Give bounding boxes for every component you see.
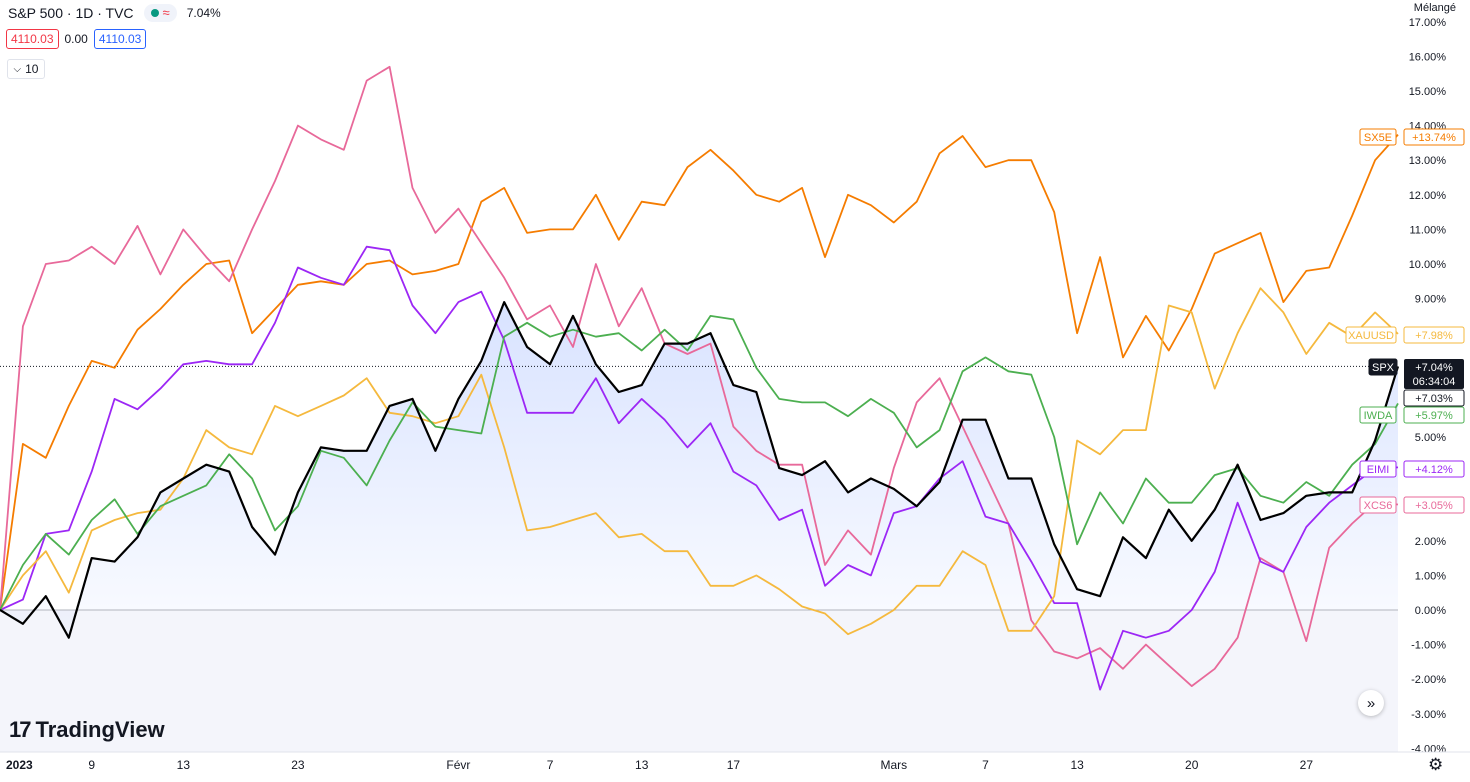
tradingview-logo[interactable]: 17 TradingView — [9, 717, 165, 743]
x-tick-label: 27 — [1300, 758, 1314, 772]
series-value-tag-iwda-text: +5.97% — [1415, 410, 1453, 422]
below-zero-shade — [0, 610, 1398, 752]
series-value-tag-xcs6: +3.05% — [1403, 496, 1465, 514]
indicator-period-button[interactable]: ⌵ 10 — [7, 59, 45, 79]
spx-countdown-text: 06:34:04 — [1413, 376, 1456, 388]
series-name-tag-iwda-text: IWDA — [1364, 410, 1393, 422]
x-tick-label: 23 — [291, 758, 305, 772]
spread-value: 0.00 — [64, 32, 88, 46]
series-value-tag-xcs6-box — [1403, 496, 1465, 514]
y-tick-label: 10.00% — [1409, 259, 1447, 271]
crosshair-price-tag-box — [1403, 389, 1465, 407]
y-tick-label: 15.00% — [1409, 86, 1447, 98]
period-value: 10 — [25, 62, 39, 76]
series-name-tag-xcs6-text: XCS6 — [1364, 500, 1393, 512]
series-name-tag-eimi: EIMI — [1359, 460, 1397, 478]
series-name-tag-xauusd-text: XAUUSD — [1348, 330, 1394, 342]
tradingview-logo-icon: 17 — [9, 717, 32, 742]
series-name-tag-eimi-text: EIMI — [1367, 464, 1390, 476]
y-tick-label: 11.00% — [1410, 224, 1447, 236]
x-tick-label: Mars — [880, 758, 907, 772]
series-name-tag-xcs6-box — [1359, 496, 1397, 514]
bid-price-box[interactable]: 4110.03 — [6, 29, 59, 49]
chart-header: S&P 500 · 1D · TVC ≈ 7.04% — [8, 4, 221, 22]
series-value-tag-eimi-text: +4.12% — [1415, 464, 1453, 476]
series-name-tag-spx-box — [1368, 358, 1398, 376]
y-tick-label: 12.00% — [1409, 190, 1447, 202]
series-value-tag-eimi-box — [1403, 460, 1465, 478]
y-tick-label: 17.00% — [1409, 17, 1447, 29]
series-value-tag-eimi: +4.12% — [1403, 460, 1465, 478]
x-tick-label: 7 — [982, 758, 989, 772]
y-tick-label: 16.00% — [1409, 51, 1447, 63]
scale-mode-label[interactable]: Mélangé — [1413, 2, 1456, 14]
y-tick-label: 9.00% — [1415, 294, 1446, 306]
y-tick-label: 1.00% — [1415, 570, 1446, 582]
y-tick-label: -2.00% — [1411, 674, 1446, 686]
series-name-tag-sx5e: SX5E — [1359, 128, 1397, 146]
series-name-tag-iwda-box — [1359, 406, 1397, 424]
spx-value-bg — [1404, 359, 1464, 389]
y-tick-label: -3.00% — [1411, 709, 1446, 721]
x-tick-label: 9 — [88, 758, 95, 772]
y-tick-label: -1.00% — [1411, 640, 1446, 652]
x-tick-label: 17 — [727, 758, 741, 772]
series-name-tag-eimi-box — [1359, 460, 1397, 478]
symbol-title[interactable]: S&P 500 · 1D · TVC — [8, 5, 134, 21]
series-value-tag-xauusd-box — [1403, 326, 1465, 344]
spx-value-text: +7.04% — [1415, 362, 1453, 374]
series-line-iwda — [0, 314, 1399, 611]
series-line-xauusd — [0, 287, 1399, 636]
series-name-tag-spx-text: SPX — [1372, 362, 1395, 374]
y-tick-label: -4.00% — [1411, 743, 1446, 755]
price-row: 4110.03 0.00 4110.03 — [6, 29, 147, 49]
series-name-tag-iwda: IWDA — [1359, 406, 1397, 424]
series-value-tag-sx5e-text: +13.74% — [1412, 132, 1456, 144]
series-value-tag-iwda-box — [1403, 406, 1465, 424]
y-tick-label: 5.00% — [1415, 432, 1446, 444]
x-tick-label: 2023 — [6, 758, 33, 772]
x-tick-label: 13 — [177, 758, 191, 772]
y-tick-label: 2.00% — [1415, 536, 1446, 548]
status-pill[interactable]: ≈ — [143, 4, 177, 22]
series-line-eimi — [0, 245, 1399, 691]
series-value-tag-sx5e-box — [1403, 128, 1465, 146]
crosshair-price-tag-text: +7.03% — [1415, 393, 1453, 405]
ask-price-box[interactable]: 4110.03 — [93, 29, 147, 49]
y-tick-label: 13.00% — [1409, 155, 1447, 167]
series-line-xcs6 — [0, 65, 1399, 687]
x-tick-label: 7 — [547, 758, 554, 772]
series-value-tag-iwda: +5.97% — [1403, 406, 1465, 424]
chevron-down-icon: ⌵ — [13, 63, 22, 75]
settings-gear-icon[interactable]: ⚙ — [1428, 755, 1444, 774]
spx-value-tag: +7.04% 06:34:04 — [1404, 359, 1464, 389]
y-tick-label: 0.00% — [1415, 605, 1446, 617]
series-name-tag-spx: SPX — [1368, 358, 1398, 376]
series-name-tag-xauusd: XAUUSD — [1345, 326, 1397, 344]
wave-icon: ≈ — [162, 5, 170, 20]
x-tick-label: 20 — [1185, 758, 1199, 772]
logo-text: TradingView — [35, 717, 165, 742]
header-change-pct: 7.04% — [186, 6, 221, 20]
series-line-spx — [0, 301, 1400, 639]
series-name-tag-sx5e-text: SX5E — [1364, 132, 1392, 144]
x-tick-label: 13 — [1070, 758, 1084, 772]
series-name-tag-xauusd-box — [1345, 326, 1397, 344]
x-tick-label: Févr — [446, 758, 470, 772]
series-name-tag-xcs6: XCS6 — [1359, 496, 1397, 514]
double-chevron-right-icon: » — [1366, 694, 1376, 712]
series-value-tag-xauusd: +7.98% — [1403, 326, 1465, 344]
series-value-tag-xauusd-text: +7.98% — [1415, 330, 1453, 342]
crosshair-price-tag: +7.03% — [1403, 389, 1465, 407]
scroll-to-realtime-button[interactable]: » — [1358, 690, 1384, 716]
x-tick-label: 13 — [635, 758, 649, 772]
series-name-tag-sx5e-box — [1359, 128, 1397, 146]
series-value-tag-sx5e: +13.74% — [1403, 128, 1465, 146]
market-open-dot-icon — [150, 9, 159, 17]
series-value-tag-xcs6-text: +3.05% — [1415, 500, 1453, 512]
spx-area-fill — [0, 302, 1398, 638]
